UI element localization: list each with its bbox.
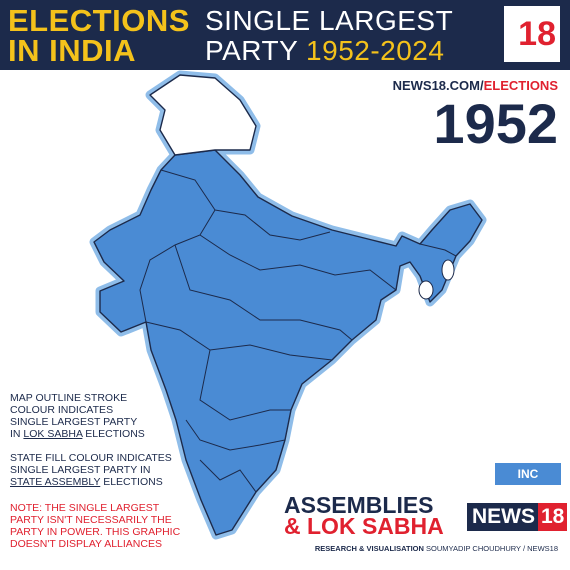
india-map: [89, 70, 487, 540]
note-line: SINGLE LARGEST PARTY: [10, 416, 138, 428]
brand-news18: NEWS 18: [467, 503, 568, 531]
note-emphasis: STATE ASSEMBLY: [10, 476, 101, 488]
note: STATE FILL COLOUR INDICATES SINGLE LARGES…: [10, 452, 172, 488]
credit-name: SOUMYADIP CHOUDHURY / NEWS18: [426, 544, 558, 553]
years: 1952-2024: [306, 35, 445, 66]
site-domain: NEWS18.COM/: [392, 78, 484, 93]
note-emphasis: LOK SABHA: [23, 428, 83, 440]
brand-text: ASSEMBLIES: [284, 492, 434, 518]
note-line: STATE ASSEMBLY ELECTIONS: [10, 476, 172, 488]
brand-text: & LOK SABHA: [284, 513, 444, 539]
map-white-state: [418, 280, 434, 300]
state-borders: [139, 169, 457, 493]
credit-label: RESEARCH & VISUALISATION: [314, 544, 424, 553]
map-jk: [149, 74, 257, 156]
note-line: DOESN'T DISPLAY ALLIANCES: [10, 538, 162, 550]
brand-assemblies: ASSEMBLIES & LOK SABHA: [284, 492, 444, 539]
logo: 18: [504, 6, 560, 62]
note-line: MAP OUTLINE STROKE: [10, 392, 128, 404]
site-section: ELECTIONS: [483, 78, 558, 93]
note-line: PARTY ISN'T NECESSARILY THE: [10, 514, 172, 526]
legend-item: INC: [495, 463, 561, 485]
map-white-state: [441, 259, 455, 281]
note-text: ELECTIONS: [103, 476, 163, 488]
note-text: ELECTIONS: [85, 428, 145, 440]
map-states: [93, 149, 483, 536]
note-line: COLOUR INDICATES: [10, 404, 114, 416]
note: NOTE: THE SINGLE LARGEST PARTY ISN'T NECE…: [10, 502, 180, 550]
note-line: SINGLE LARGEST PARTY IN: [10, 464, 151, 476]
site-url: NEWS18.COM/ELECTIONS: [393, 78, 558, 93]
subtitle-text: PARTY: [205, 35, 298, 66]
brand-number: 18: [538, 503, 568, 531]
year: 1952: [433, 92, 558, 155]
note-line: IN LOK SABHA ELECTIONS: [10, 428, 145, 440]
note-line: NOTE: THE SINGLE LARGEST: [10, 502, 160, 514]
note-line: PARTY IN POWER. THIS GRAPHIC: [10, 526, 181, 538]
title: ELECTIONS: [8, 3, 190, 38]
subtitle: PARTY 1952-2024: [205, 36, 444, 66]
note: MAP OUTLINE STROKE COLOUR INDICATES SINGLE…: [10, 392, 145, 440]
note-text: IN: [10, 428, 21, 440]
brand-text: NEWS: [472, 505, 535, 528]
title: IN INDIA: [8, 33, 136, 68]
note-line: STATE FILL COLOUR INDICATES: [10, 452, 172, 464]
subtitle: SINGLE LARGEST: [205, 5, 454, 36]
header: ELECTIONS IN INDIA SINGLE LARGEST PARTY …: [0, 0, 570, 70]
credit: RESEARCH & VISUALISATION SOUMYADIP CHOUD…: [315, 544, 558, 553]
